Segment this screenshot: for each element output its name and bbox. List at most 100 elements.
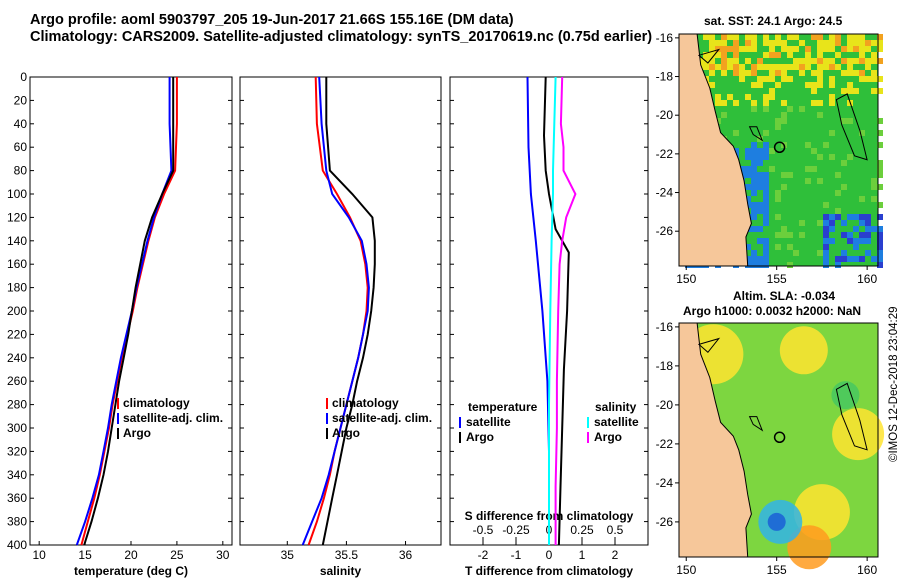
sst-cell	[871, 58, 877, 64]
salinity-series-satellite-adj-clim-	[301, 76, 370, 546]
sst-cell	[751, 154, 757, 160]
sst-cell	[823, 64, 829, 70]
sst-cell	[763, 184, 769, 190]
sst-cell	[757, 172, 763, 178]
sst-cell	[751, 262, 757, 268]
sst-cell	[805, 82, 811, 88]
salinity-xlabel: salinity	[320, 564, 362, 578]
sst-cell	[823, 256, 829, 262]
sst-cell	[709, 82, 715, 88]
sst-cell	[733, 64, 739, 70]
sst-cell	[841, 160, 847, 166]
sst-cell	[769, 76, 775, 82]
sst-cell	[763, 196, 769, 202]
sst-cell	[775, 40, 781, 46]
sst-cell	[877, 184, 883, 190]
sst-cell	[847, 256, 853, 262]
sst-cell	[733, 58, 739, 64]
sst-map	[675, 33, 883, 270]
sst-cell	[763, 76, 769, 82]
sst-cell	[733, 46, 739, 52]
difference-xlabel: T difference from climatology	[465, 564, 633, 578]
sst-cell	[853, 58, 859, 64]
sst-cell	[763, 190, 769, 196]
sst-cell	[781, 64, 787, 70]
sst-cell	[805, 142, 811, 148]
sst-cell	[835, 40, 841, 46]
sst-cell	[745, 70, 751, 76]
difference-xtick-label: 1	[579, 548, 586, 562]
sst-cell	[829, 40, 835, 46]
sst-cell	[871, 178, 877, 184]
sst-cell	[847, 58, 853, 64]
sst-cell	[733, 70, 739, 76]
sla-map-ytick-label: -16	[656, 320, 674, 334]
sla-map-ytick-label: -22	[656, 437, 674, 451]
difference-series-s-satellite	[548, 76, 557, 545]
sst-cell	[793, 58, 799, 64]
sst-cell	[865, 46, 871, 52]
sst-cell	[763, 130, 769, 136]
sst-cell	[757, 202, 763, 208]
depth-tick-label: 60	[14, 140, 28, 154]
sst-cell	[817, 70, 823, 76]
sst-cell	[829, 214, 835, 220]
sst-cell	[781, 172, 787, 178]
sst-cell	[835, 208, 841, 214]
sst-cell	[775, 64, 781, 70]
depth-tick-label: 80	[14, 164, 28, 178]
sst-cell	[739, 166, 745, 172]
sst-cell	[721, 46, 727, 52]
difference-xtick-label: -1	[511, 548, 522, 562]
sst-cell	[757, 208, 763, 214]
sst-cell	[835, 190, 841, 196]
sst-cell	[709, 70, 715, 76]
temperature-legend-label: satellite-adj. clim.	[123, 411, 223, 425]
temperature-legend-label: Argo	[123, 426, 151, 440]
sst-cell	[757, 76, 763, 82]
sst-cell	[859, 130, 865, 136]
sst-cell	[841, 232, 847, 238]
sst-cell	[775, 70, 781, 76]
sst-cell	[859, 46, 865, 52]
sst-cell	[859, 214, 865, 220]
sst-cell	[823, 250, 829, 256]
sst-cell	[865, 40, 871, 46]
sst-cell	[871, 88, 877, 94]
depth-tick-label: 380	[7, 515, 27, 529]
sst-cell	[817, 46, 823, 52]
figure-title-line-2: Climatology: CARS2009. Satellite-adjuste…	[30, 29, 653, 45]
sst-cell	[751, 64, 757, 70]
sst-cell	[781, 70, 787, 76]
sst-cell	[745, 196, 751, 202]
sst-cell	[817, 76, 823, 82]
sst-cell	[763, 100, 769, 106]
sst-cell	[769, 94, 775, 100]
diff-legend-t-label: Argo	[466, 430, 494, 444]
sst-cell	[853, 88, 859, 94]
sst-cell	[745, 172, 751, 178]
sla-map-title-line-1: Altim. SLA: -0.034	[733, 289, 836, 303]
depth-tick-label: 0	[20, 70, 27, 84]
sst-cell	[799, 64, 805, 70]
sst-cell	[781, 46, 787, 52]
sst-cell	[811, 148, 817, 154]
sst-cell	[739, 70, 745, 76]
sst-cell	[823, 220, 829, 226]
sst-cell	[757, 184, 763, 190]
sst-cell	[841, 88, 847, 94]
depth-tick-label: 240	[7, 351, 27, 365]
sst-cell	[877, 46, 883, 52]
sst-cell	[739, 46, 745, 52]
sst-cell	[763, 250, 769, 256]
sst-cell	[751, 172, 757, 178]
sst-cell	[799, 106, 805, 112]
sst-cell	[733, 130, 739, 136]
sla-map-land	[678, 322, 752, 558]
salinity-plot-frame	[239, 76, 442, 546]
sst-cell	[793, 46, 799, 52]
sst-cell	[715, 94, 721, 100]
sst-cell	[763, 148, 769, 154]
sst-cell	[817, 40, 823, 46]
